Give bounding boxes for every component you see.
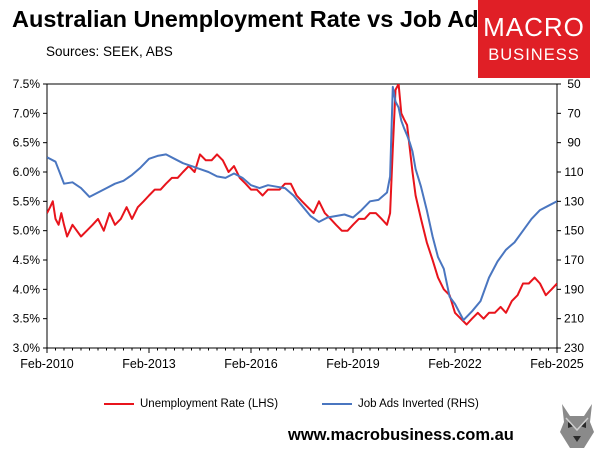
- wolf-icon: [556, 400, 598, 452]
- job-ads-inverted-line: [47, 85, 557, 322]
- x-tick-label: Feb-2016: [224, 357, 278, 371]
- y-left-tick-label: 7.5%: [13, 77, 41, 91]
- x-tick-label: Feb-2022: [428, 357, 482, 371]
- x-tick-label: Feb-2010: [20, 357, 74, 371]
- x-tick-label: Feb-2019: [326, 357, 380, 371]
- y-left-tick-label: 6.0%: [13, 165, 41, 179]
- legend-swatch-red: [104, 402, 134, 405]
- legend-label-unemployment: Unemployment Rate (LHS): [140, 398, 279, 410]
- y-right-tick-label: 90: [567, 136, 581, 150]
- y-left-tick-label: 4.0%: [13, 282, 41, 296]
- legend-item-unemployment: Unemployment Rate (LHS): [104, 398, 278, 410]
- unemployment-rate-line: [47, 84, 557, 326]
- legend-label-job-ads: Job Ads Inverted (RHS): [358, 398, 479, 410]
- logo-line-1: MACRO: [483, 12, 585, 42]
- y-right-tick-label: 70: [567, 106, 581, 120]
- y-left-tick-label: 3.0%: [13, 341, 41, 355]
- y-right-tick-label: 230: [564, 341, 584, 355]
- y-left-tick-label: 7.0%: [13, 106, 41, 120]
- x-tick-label: Feb-2025: [530, 357, 584, 371]
- y-left-tick-label: 3.5%: [13, 312, 41, 326]
- chart-title: Australian Unemployment Rate vs Job Ads: [12, 6, 492, 32]
- plot-area-frame: [46, 83, 558, 349]
- y-right-tick-label: 50: [567, 77, 581, 91]
- y-right-tick-label: 210: [564, 312, 584, 326]
- y-right-tick-label: 110: [564, 165, 583, 179]
- y-left-tick-label: 6.5%: [13, 136, 41, 150]
- y-right-tick-label: 130: [564, 194, 584, 208]
- legend-swatch-blue: [322, 402, 352, 405]
- legend-item-job-ads: Job Ads Inverted (RHS): [322, 398, 479, 410]
- y-right-tick-label: 170: [564, 253, 584, 267]
- y-left-tick-label: 4.5%: [13, 253, 41, 267]
- macrobusiness-logo: MACRO BUSINESS: [478, 0, 590, 78]
- chart-subtitle: Sources: SEEK, ABS: [46, 44, 173, 59]
- y-right-tick-label: 190: [564, 282, 584, 296]
- y-left-tick-label: 5.0%: [13, 224, 41, 238]
- y-left-tick-label: 5.5%: [13, 194, 41, 208]
- x-tick-label: Feb-2013: [122, 357, 176, 371]
- logo-line-2: BUSINESS: [488, 46, 580, 64]
- footer-url: www.macrobusiness.com.au: [288, 426, 514, 444]
- y-right-tick-label: 150: [564, 224, 584, 238]
